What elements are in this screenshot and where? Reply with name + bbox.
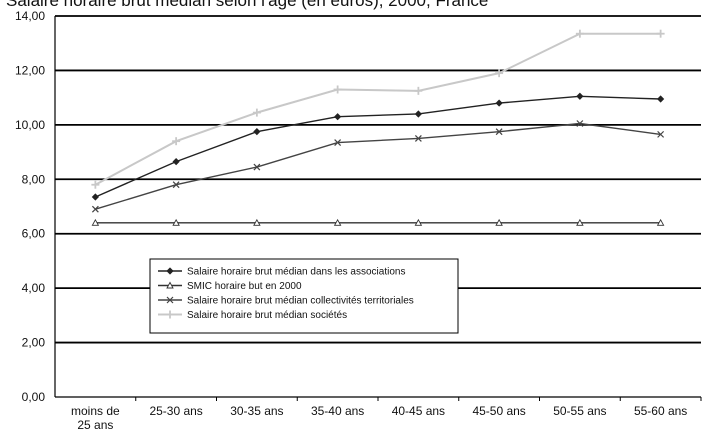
y-tick-label: 14,00 xyxy=(15,9,45,23)
y-axis-ticks: 0,00 2,00 4,00 6,00 8,00 10,00 12,00 14,00 xyxy=(15,9,45,404)
data-point xyxy=(414,218,423,226)
series-line xyxy=(94,32,661,186)
x-tick-label: 30-35 ans xyxy=(230,404,283,418)
data-point xyxy=(333,85,342,94)
data-point xyxy=(495,218,503,226)
series-layer xyxy=(91,29,665,226)
data-point xyxy=(166,296,174,304)
legend-item: Salaire horaire brut médian collectivité… xyxy=(158,296,414,307)
data-point xyxy=(253,163,261,171)
series xyxy=(91,92,665,201)
data-point xyxy=(91,218,100,226)
data-point xyxy=(657,95,665,103)
data-point xyxy=(172,137,181,146)
x-tick-label: 45-50 ans xyxy=(472,404,525,418)
series xyxy=(91,218,665,226)
y-tick-label: 12,00 xyxy=(15,63,45,77)
y-tick-label: 8,00 xyxy=(22,172,46,186)
data-point xyxy=(253,128,261,136)
data-point xyxy=(252,108,261,117)
y-tick-label: 4,00 xyxy=(22,281,46,295)
data-point xyxy=(495,69,504,78)
data-point xyxy=(166,310,174,319)
x-tick-label: 35-40 ans xyxy=(311,404,364,418)
legend-label: Salaire horaire brut médian collectivité… xyxy=(187,296,414,307)
data-point xyxy=(334,139,342,146)
legend-item: Salaire horaire brut médian dans les ass… xyxy=(158,267,405,278)
data-point xyxy=(576,92,584,100)
chart-title: Salaire horaire brut médian selon l'âge … xyxy=(6,0,489,10)
data-point xyxy=(414,135,422,142)
x-tick-label: 40-45 ans xyxy=(392,404,445,418)
legend-label: Salaire horaire brut médian sociétés xyxy=(187,310,347,321)
series xyxy=(91,120,665,213)
x-axis-ticks: moins de 25 ans 25-30 ans 30-35 ans 35-40 an… xyxy=(71,397,702,432)
legend-box xyxy=(149,258,459,334)
data-point xyxy=(166,267,174,275)
x-tick-label: 55-60 ans xyxy=(634,404,687,418)
data-point xyxy=(334,113,342,121)
series xyxy=(91,29,665,189)
data-point xyxy=(91,193,99,201)
data-point xyxy=(414,110,422,118)
legend-label: SMIC horaire but en 2000 xyxy=(187,281,302,292)
data-point xyxy=(414,86,423,95)
y-tick-label: 10,00 xyxy=(15,118,45,132)
legend-item: SMIC horaire but en 2000 xyxy=(158,281,302,292)
data-point xyxy=(576,120,584,127)
legend: Salaire horaire brut médian dans les ass… xyxy=(149,258,459,334)
gridlines xyxy=(54,15,701,398)
legend-label: Salaire horaire brut médian dans les ass… xyxy=(187,267,405,278)
x-tick-label: 50-55 ans xyxy=(553,404,606,418)
x-tick-label: moins de 25 ans xyxy=(71,404,120,432)
data-point xyxy=(495,99,503,107)
legend-item: Salaire horaire brut médian sociétés xyxy=(158,310,347,321)
data-point xyxy=(495,128,503,136)
data-point xyxy=(172,157,180,166)
data-point xyxy=(576,218,584,226)
x-tick-label: 25-30 ans xyxy=(149,404,202,418)
data-point xyxy=(656,218,665,226)
series-line xyxy=(95,95,661,198)
y-tick-label: 0,00 xyxy=(22,390,46,404)
data-point xyxy=(656,29,665,38)
data-point xyxy=(333,218,342,226)
data-point xyxy=(172,181,180,189)
data-point xyxy=(172,218,180,226)
y-tick-label: 6,00 xyxy=(22,227,46,241)
y-tick-label: 2,00 xyxy=(22,336,46,350)
data-point xyxy=(575,29,584,38)
data-point xyxy=(91,180,100,189)
series-line xyxy=(95,122,661,210)
data-point xyxy=(657,130,665,138)
data-point xyxy=(166,281,174,289)
data-point xyxy=(253,218,261,226)
data-point xyxy=(91,205,99,213)
